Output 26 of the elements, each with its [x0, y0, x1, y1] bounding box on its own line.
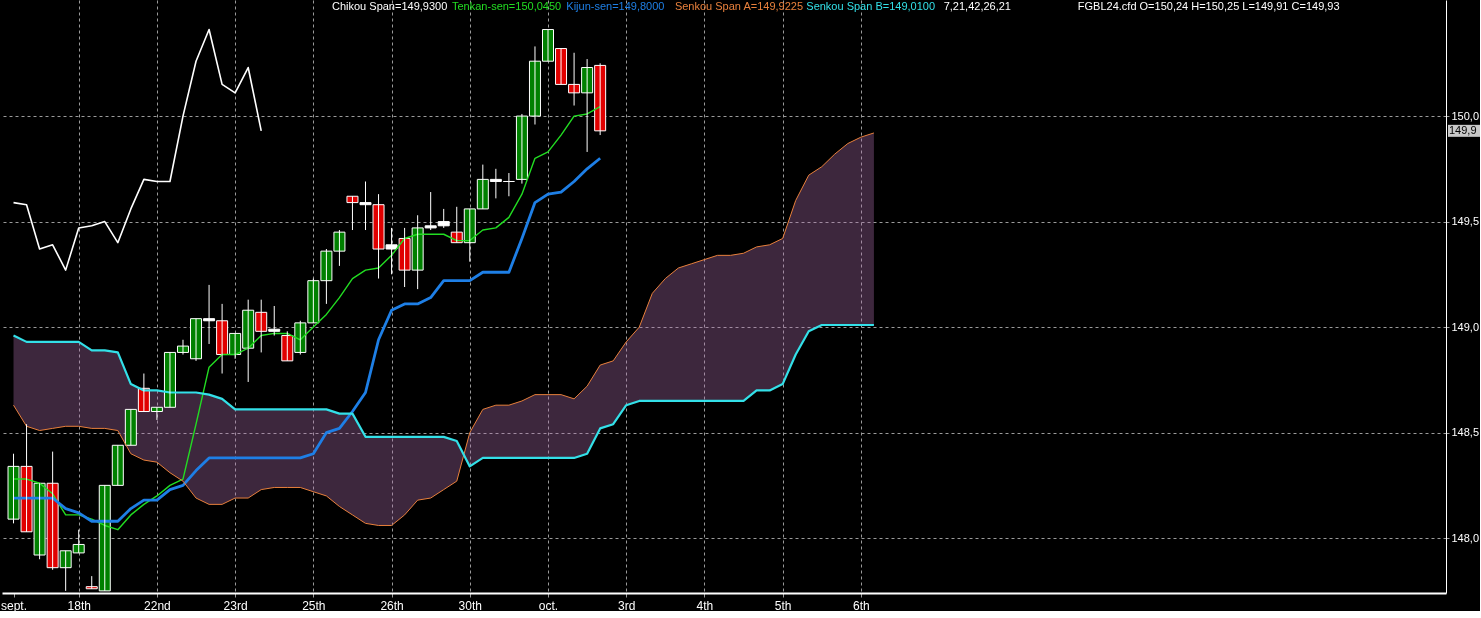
x-tick-label: 5th: [774, 598, 792, 613]
text: Senkou Span A=149,9225: [674, 0, 804, 12]
text: Tenkan-sen=150,0450: [452, 0, 562, 12]
annotation: FGBL24.cfd O=150,24 H=150,25 L=149,91 C=149,93: [1077, 0, 1340, 12]
text: Kijun-sen=149,8000: [566, 0, 665, 12]
annotation: 149,9: [1449, 123, 1477, 136]
x-tick-label: 4th: [696, 598, 714, 613]
x-tick-label: 30th: [458, 598, 482, 613]
annotation: 7,21,42,26,21: [943, 0, 1011, 12]
y-tick-label: 149,0: [1451, 320, 1480, 333]
line-series: [12, 28, 263, 271]
text: Chikou Span=149,9300: [332, 0, 448, 12]
x-tick-label: 3rd: [618, 598, 636, 613]
x-tick-label: 23rd: [223, 598, 248, 613]
line-series: [12, 323, 876, 468]
y-tick-label: 150,0: [1451, 109, 1480, 122]
y-tick-label: 148,5: [1451, 426, 1480, 439]
x-tick-label: 18th: [67, 598, 91, 613]
x-tick-label: 25th: [302, 598, 326, 613]
y-tick-label: 148,0: [1451, 531, 1480, 544]
x-tick-label: 22nd: [144, 598, 171, 613]
x-tick-label: 6th: [853, 598, 870, 613]
text: Senkou Span B=149,0100: [806, 0, 936, 12]
x-tick-label: 26th: [380, 598, 404, 613]
x-tick-label: oct.: [538, 598, 559, 613]
y-tick-label: 149,5: [1451, 215, 1480, 228]
